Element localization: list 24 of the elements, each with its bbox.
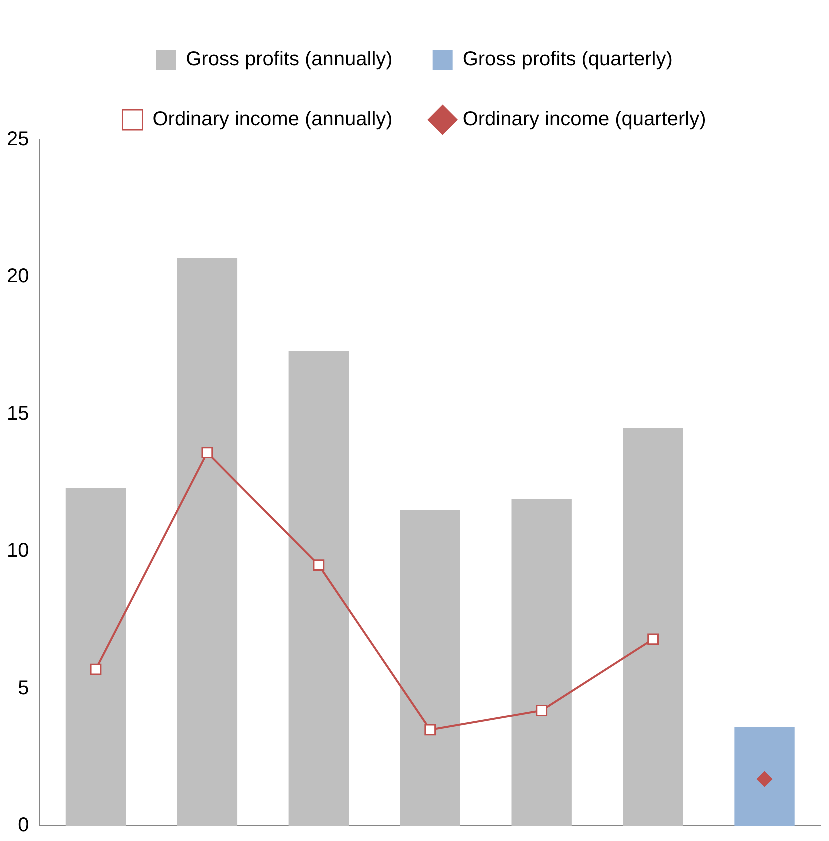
point [648, 634, 660, 646]
y-tick-label: 15 [6, 402, 30, 425]
y-tick-label: 10 [6, 540, 30, 562]
point [313, 560, 325, 572]
point [202, 447, 214, 459]
y-tick-label: 0 [18, 814, 30, 837]
legend-label: Ordinary income (quarterly) [462, 108, 706, 131]
bar [400, 510, 460, 826]
bar [177, 258, 238, 826]
legend-label: Gross profits (annually) [186, 48, 393, 71]
legend-label: Gross profits (quarterly) [462, 48, 673, 71]
y-tick-label: 20 [6, 266, 30, 288]
point [536, 705, 548, 716]
bar [623, 428, 684, 826]
point [90, 664, 102, 676]
bar [734, 727, 795, 826]
point [757, 772, 773, 788]
point [424, 724, 436, 736]
bar [288, 351, 350, 826]
legend-label: Ordinary income (annually) [152, 108, 393, 131]
y-tick-label: 25 [6, 128, 30, 151]
bar [512, 499, 572, 826]
bar [66, 488, 126, 826]
y-tick-label: 5 [18, 677, 30, 700]
